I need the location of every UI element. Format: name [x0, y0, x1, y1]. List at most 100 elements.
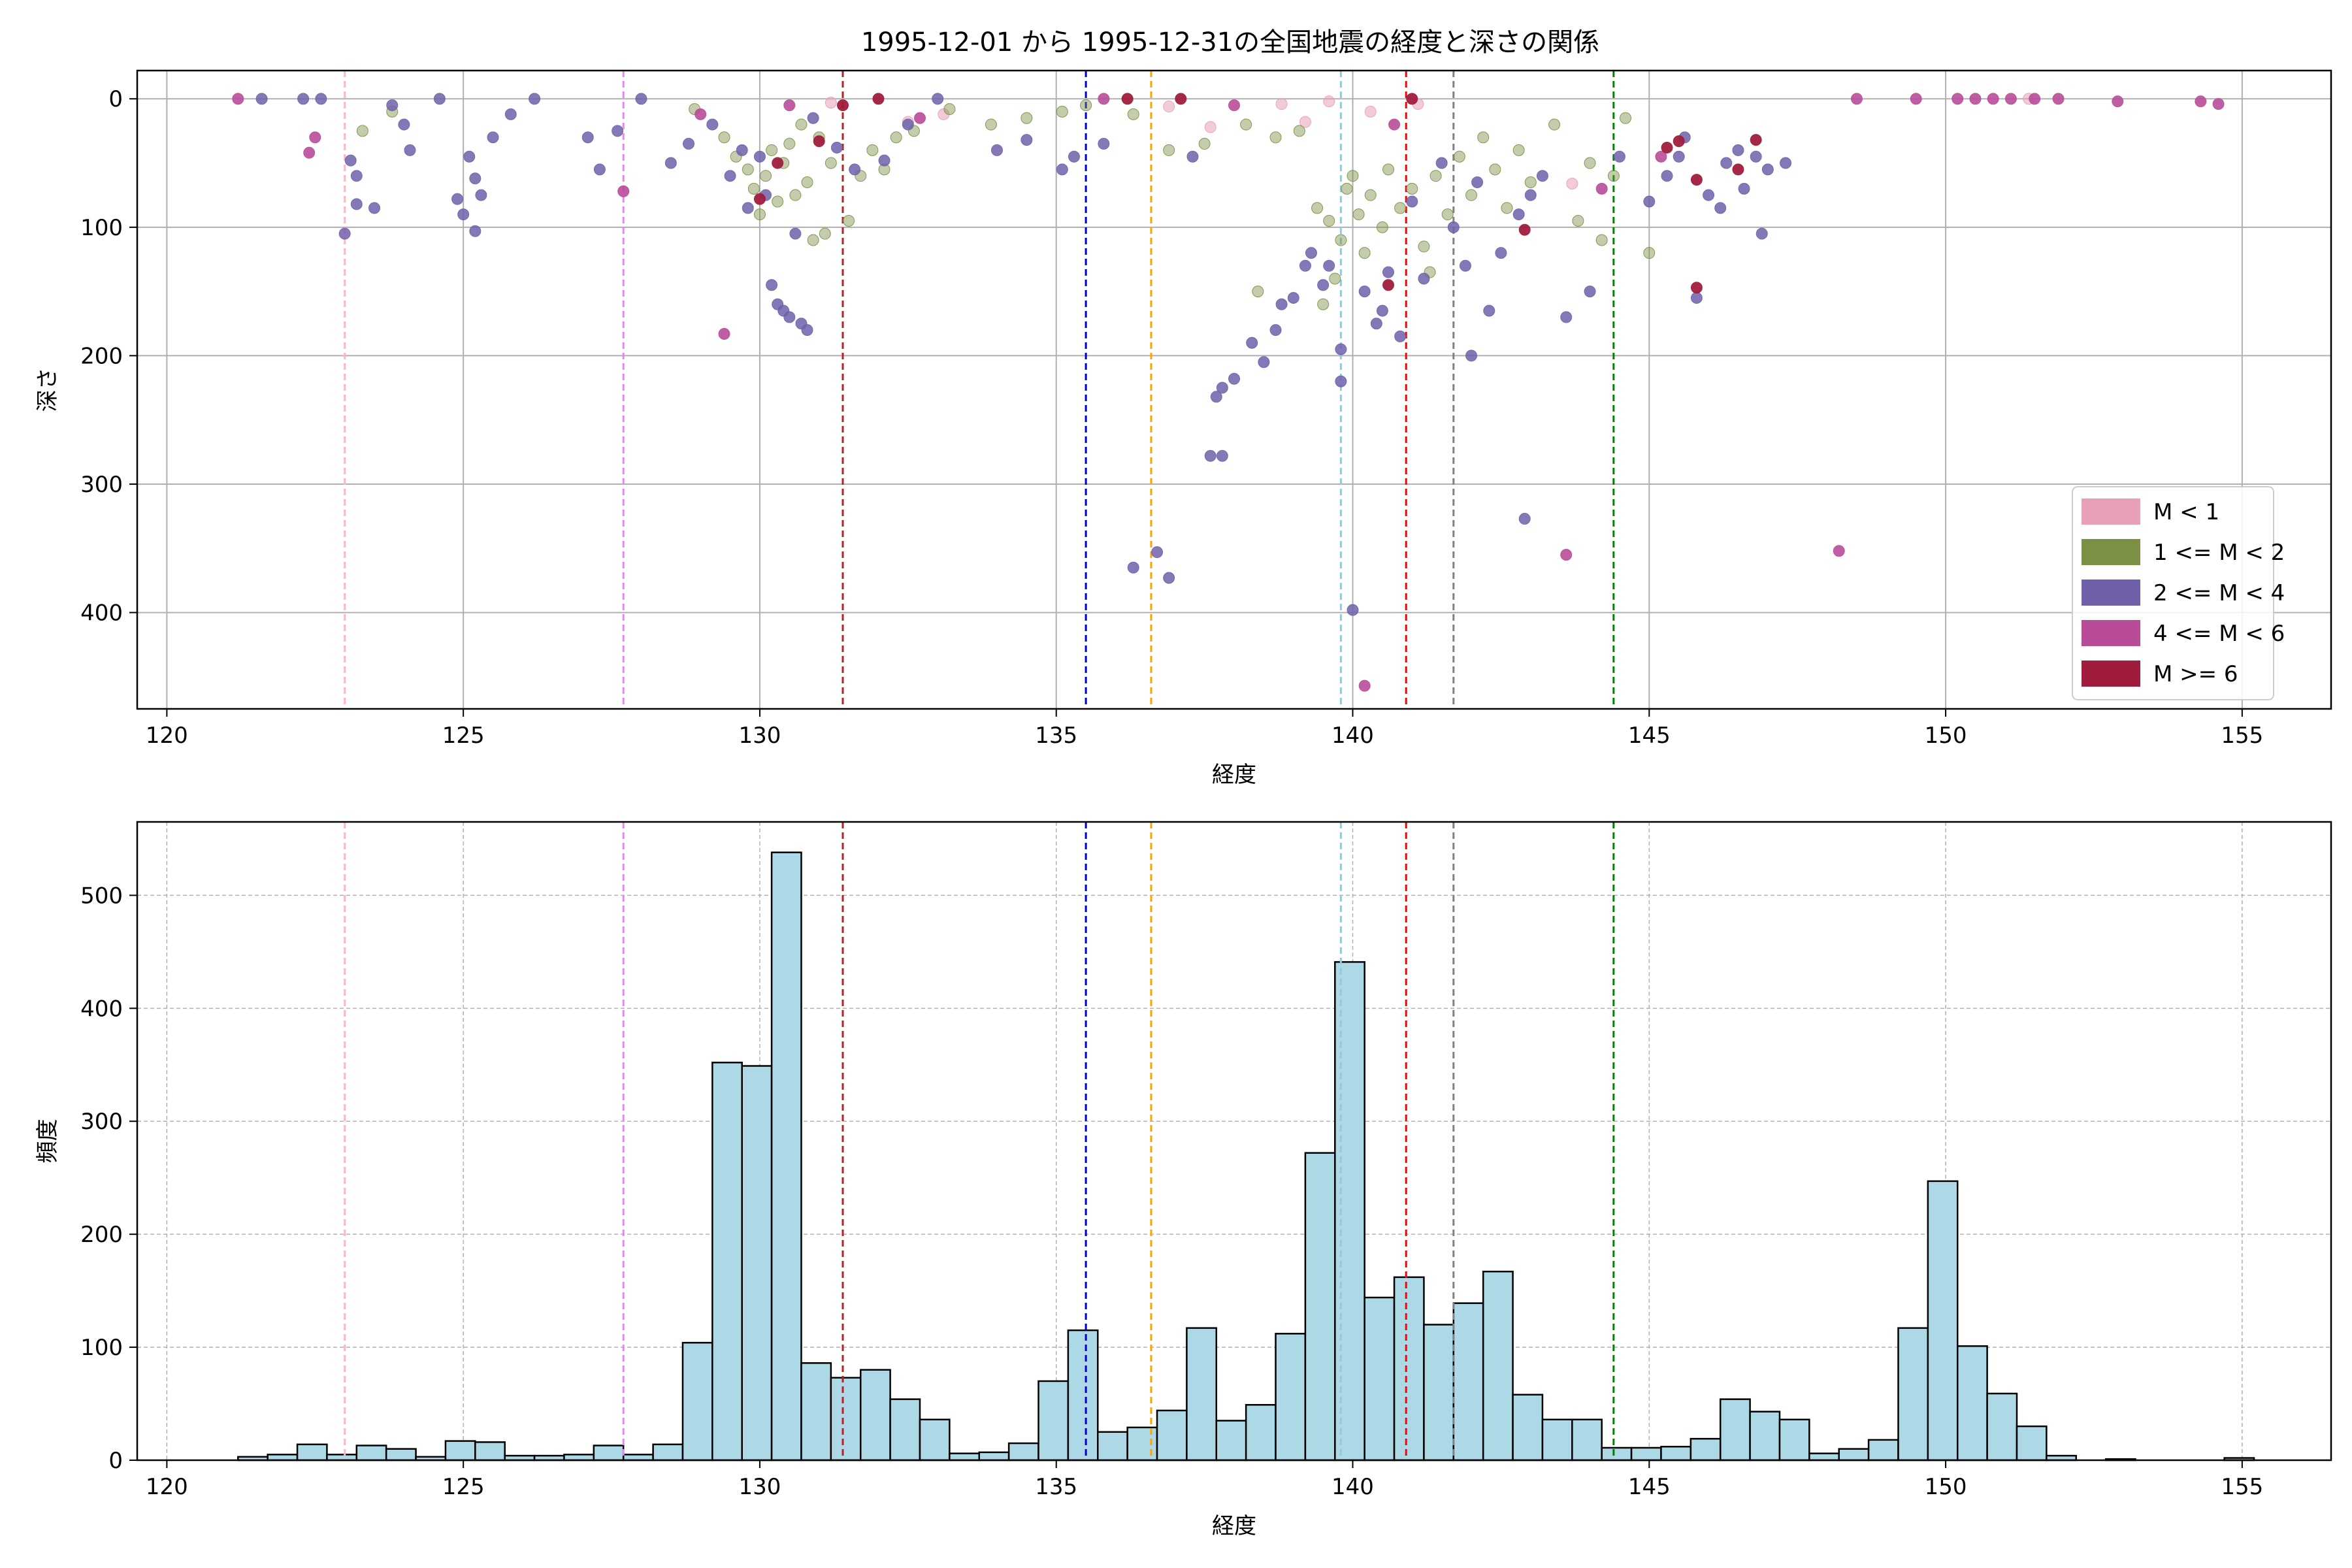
scatter-point	[487, 131, 499, 144]
scatter-point	[843, 214, 855, 227]
scatter-point	[1317, 298, 1330, 310]
scatter-point	[1056, 105, 1068, 118]
scatter-point	[783, 138, 796, 150]
scatter-x-tick-label: 120	[146, 723, 188, 749]
scatter-point	[813, 135, 825, 148]
scatter-point	[356, 125, 368, 137]
scatter-y-tick-label: 0	[108, 86, 123, 112]
scatter-point	[1732, 163, 1744, 176]
histogram-bar	[949, 1452, 980, 1462]
histogram-bar	[652, 1443, 684, 1462]
histogram-bar	[800, 1362, 832, 1462]
scatter-point	[718, 131, 730, 144]
scatter-point	[398, 118, 410, 131]
scatter-point	[338, 227, 351, 240]
histogram-bar	[1719, 1398, 1751, 1462]
scatter-point	[724, 170, 736, 182]
histogram-bar	[1749, 1411, 1781, 1462]
scatter-point	[760, 170, 772, 182]
scatter-point	[1358, 679, 1371, 692]
scatter-point	[938, 108, 950, 120]
scatter-point	[789, 227, 802, 240]
hist-x-axis-label: 経度	[1212, 1513, 1256, 1539]
histogram-bar	[1245, 1404, 1277, 1462]
scatter-point	[1163, 144, 1175, 156]
scatter-point	[1127, 561, 1139, 574]
histogram-bar	[622, 1454, 654, 1462]
hist-y-axis-label: 頻度	[35, 1119, 61, 1164]
scatter-point	[1335, 343, 1347, 355]
scatter-point	[1465, 189, 1478, 201]
scatter-point	[1465, 350, 1478, 362]
legend-label: 2 <= M < 4	[2153, 580, 2285, 606]
histogram-bar	[1956, 1345, 1988, 1462]
scatter-point	[706, 118, 719, 131]
scatter-point	[1080, 99, 1092, 112]
scatter-point	[683, 138, 695, 150]
scatter-point	[1370, 318, 1382, 330]
scatter-point	[1643, 195, 1656, 208]
scatter-point	[1269, 131, 1282, 144]
scatter-point	[433, 93, 446, 105]
histogram-bar	[1690, 1437, 1722, 1462]
scatter-point	[1258, 356, 1270, 368]
scatter-point	[1761, 163, 1774, 176]
scatter-y-tick-label: 100	[80, 215, 123, 241]
scatter-point	[772, 157, 784, 169]
histogram-bar	[1067, 1329, 1099, 1462]
scatter-point	[1418, 272, 1430, 285]
scatter-point	[742, 202, 754, 214]
scatter-point	[1566, 177, 1578, 189]
scatter-point	[1269, 324, 1282, 336]
scatter-point	[1305, 247, 1317, 259]
scatter-x-tick-label: 150	[1925, 723, 1967, 749]
scatter-point	[1323, 259, 1335, 272]
scatter-point	[1595, 182, 1608, 195]
scatter-point	[694, 108, 707, 120]
scatter-point	[1447, 221, 1460, 233]
hist-y-tick-label: 500	[80, 883, 123, 909]
histogram-bar	[770, 851, 802, 1462]
scatter-point	[801, 176, 813, 189]
scatter-point	[1406, 195, 1418, 208]
scatter-point	[1459, 259, 1471, 272]
histogram-bar	[593, 1445, 625, 1462]
scatter-point	[1690, 282, 1703, 294]
scatter-point	[783, 311, 796, 323]
histogram-bar	[296, 1443, 328, 1462]
histogram-bar	[1126, 1426, 1158, 1462]
scatter-point	[1750, 150, 1762, 163]
scatter-point	[1969, 93, 1982, 105]
histogram-panel: 120 125 130 135 140 145 150 155 0 100 200 300 400 500…	[35, 821, 2332, 1539]
scatter-point	[1501, 202, 1513, 214]
scatter-point	[807, 234, 819, 246]
histogram-bar	[1867, 1439, 1899, 1462]
scatter-point	[772, 195, 784, 208]
histogram-bar	[563, 1454, 595, 1462]
scatter-point	[404, 144, 416, 156]
scatter-point	[1376, 304, 1388, 317]
hist-y-tick-label: 400	[80, 996, 123, 1022]
histogram-bar	[1630, 1446, 1662, 1462]
scatter-point	[1347, 604, 1359, 616]
scatter-point	[1643, 247, 1656, 259]
hist-y-tick-label: 200	[80, 1222, 123, 1248]
scatter-point	[1732, 144, 1744, 156]
scatter-point	[1364, 105, 1377, 118]
histogram-bar	[2016, 1425, 2048, 1462]
scatter-point	[1186, 150, 1199, 163]
scatter-point	[350, 198, 363, 210]
scatter-point	[1703, 189, 1715, 201]
scatter-point	[1560, 311, 1573, 323]
scatter-point	[1228, 99, 1240, 112]
scatter-point	[1228, 372, 1240, 385]
histogram-bar	[385, 1448, 417, 1462]
scatter-point	[1518, 513, 1531, 525]
scatter-point	[1987, 93, 1999, 105]
scatter-point	[890, 131, 902, 144]
scatter-point	[1323, 95, 1335, 108]
hist-x-tick-label: 125	[442, 1474, 485, 1500]
histogram-bar	[1838, 1448, 1870, 1462]
histogram-bar	[681, 1341, 713, 1462]
